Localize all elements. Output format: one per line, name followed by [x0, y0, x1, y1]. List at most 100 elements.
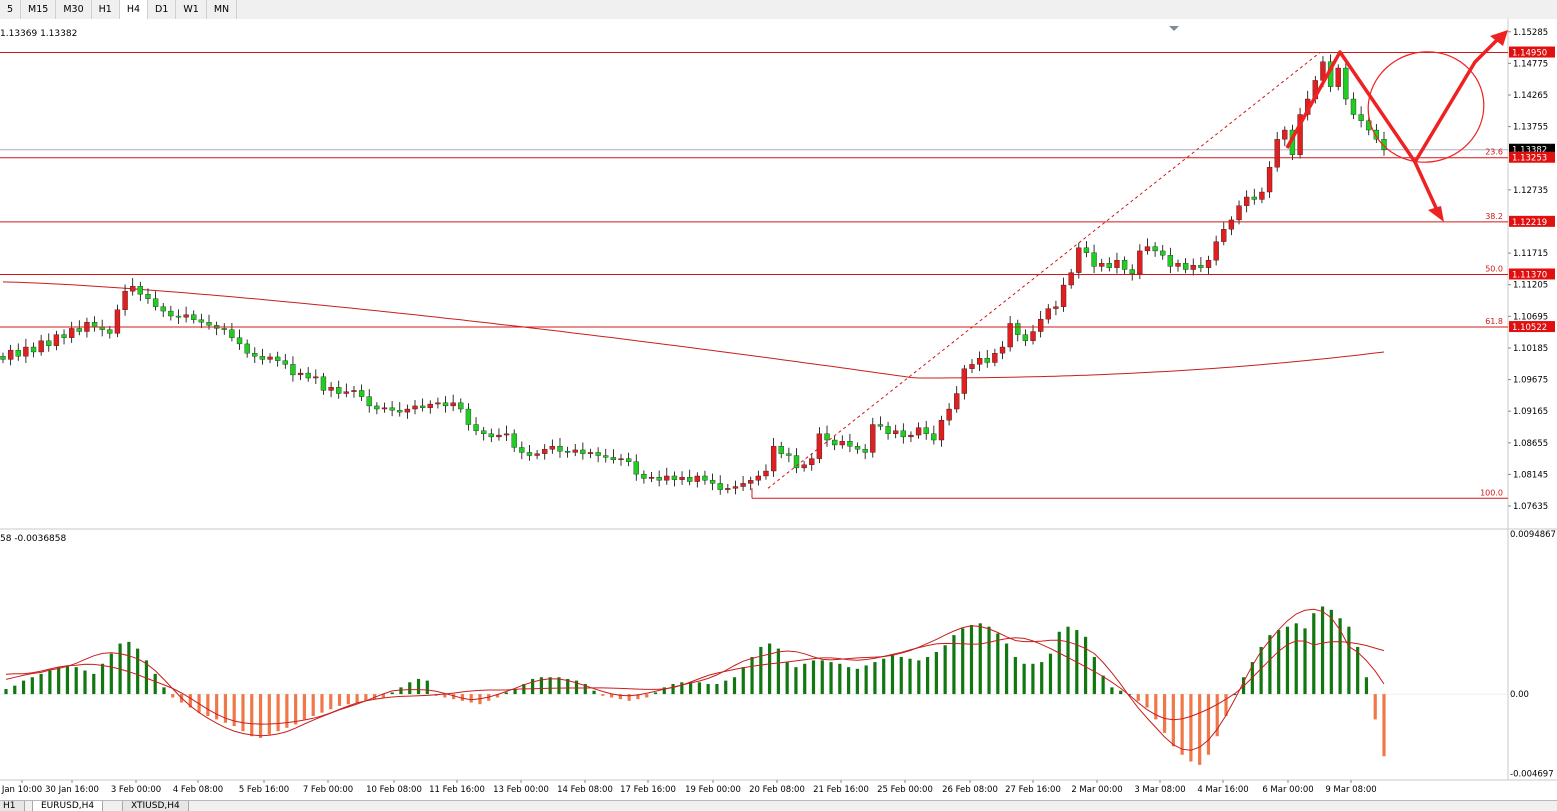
timeframe-mn-button[interactable]: MN — [207, 0, 238, 19]
candle-bull — [572, 443, 578, 457]
histogram-bar-positive — [4, 689, 8, 695]
histogram-bar-positive — [1364, 677, 1369, 695]
histogram-bar-negative — [320, 694, 324, 713]
candle-body — [1106, 263, 1112, 268]
candle-body — [168, 310, 174, 317]
price-tick-label: 1.14775 — [1513, 59, 1548, 69]
histogram-bar-positive — [548, 677, 552, 695]
timeframe-m15-button[interactable]: M15 — [21, 0, 57, 19]
candle-bear — [984, 349, 990, 368]
histogram-bar-positive — [1092, 657, 1096, 695]
histogram-bar-positive — [65, 665, 70, 695]
timeframe-h1-button[interactable]: H1 — [92, 0, 120, 19]
candle-body — [618, 458, 624, 461]
oscillator-info-line: 58 -0.0036858 — [0, 534, 67, 544]
candle-bear — [290, 356, 296, 382]
time-tick-label: 6 Mar 00:00 — [1262, 785, 1313, 795]
histogram-bar-negative — [1198, 694, 1202, 765]
candle-bull — [954, 386, 960, 413]
candle-body — [1083, 247, 1090, 253]
oscillator-tick-label: 0.00 — [1510, 690, 1529, 700]
candle-body — [175, 315, 182, 318]
histogram-bar-positive — [1031, 663, 1035, 695]
candle-bull — [961, 365, 968, 400]
candle-bull — [53, 330, 60, 351]
histogram-bar-positive — [1329, 609, 1333, 695]
candle-body — [824, 433, 830, 441]
histogram-bar-positive — [109, 653, 113, 695]
candle-bull — [69, 321, 75, 343]
histogram-bar-positive — [961, 628, 965, 695]
candle-body — [1350, 98, 1357, 115]
candle-body — [1182, 263, 1189, 270]
histogram-bar-negative — [329, 694, 333, 710]
timeframe-d1-button[interactable]: D1 — [148, 0, 177, 19]
candle-bull — [809, 453, 815, 471]
timeframe-m5-button[interactable]: 5 — [0, 0, 22, 19]
candle-bear — [923, 420, 929, 440]
histogram-bar-negative — [337, 694, 342, 706]
candle-bull — [1213, 235, 1219, 266]
tab-eurusd-h4[interactable]: EURUSD,H4 — [32, 801, 104, 811]
histogram-bar-positive — [1338, 618, 1342, 695]
candle-bull — [1205, 255, 1212, 275]
candle-bear — [442, 396, 449, 413]
candle-body — [1053, 306, 1059, 309]
histogram-bar-positive — [57, 667, 61, 695]
timeframe-toolbar: 5 M15 M30 H1 H4 D1 W1 MN — [0, 0, 1557, 20]
candle-body — [221, 328, 227, 330]
candle-bear — [1350, 92, 1357, 119]
timeframe-w1-button[interactable]: W1 — [176, 0, 207, 19]
candle-bear — [1152, 242, 1158, 257]
timeframe-m30-button[interactable]: M30 — [56, 0, 92, 19]
histogram-bar-positive — [557, 677, 561, 695]
histogram-bar-positive — [425, 680, 429, 695]
candle-body — [1038, 318, 1044, 332]
candle-bear — [610, 449, 617, 464]
price-tick-label: 1.09165 — [1513, 407, 1548, 417]
candle-body — [603, 455, 609, 458]
candle-bear — [702, 470, 708, 485]
histogram-bar-positive — [1294, 623, 1298, 695]
candle-bear — [1083, 241, 1090, 258]
candle-bear — [1091, 244, 1097, 274]
histogram-bar-positive — [943, 645, 947, 695]
time-tick-label: Jan 10:00 — [1, 785, 42, 795]
candle-body — [1259, 191, 1265, 200]
tab-h1[interactable]: H1 — [0, 801, 25, 811]
histogram-bar-positive — [1320, 606, 1325, 695]
price-chart[interactable]: 1.15285 1.14775 1.14265 1.13755 1.12735 1.117… — [0, 19, 1557, 800]
price-tick-label: 1.10185 — [1513, 344, 1548, 354]
arrow-head-down-icon — [1428, 206, 1444, 222]
candle-bear — [1160, 244, 1166, 260]
tab-xtiusd-h4[interactable]: XTIUSD,H4 — [122, 801, 189, 811]
histogram-bar-positive — [846, 667, 851, 695]
candle-body — [427, 403, 433, 408]
histogram-bar-negative — [381, 694, 386, 698]
candle-body — [435, 402, 441, 405]
candle-body — [282, 360, 288, 365]
candle-body — [1213, 241, 1219, 261]
candle-body — [938, 420, 945, 441]
candle-bull — [412, 399, 418, 415]
price-tick-label: 1.14265 — [1513, 91, 1548, 101]
candle-body — [1152, 246, 1158, 252]
chart-tabs-bar: H1 EURUSD,H4 XTIUSD,H4 — [0, 800, 1557, 811]
candle-bull — [1030, 324, 1036, 345]
candle-bear — [1182, 258, 1189, 274]
fib-price-badge — [1509, 321, 1555, 333]
candle-body — [870, 424, 876, 453]
time-tick-label: 17 Feb 16:00 — [620, 785, 676, 795]
candle-bull — [1007, 316, 1013, 352]
timeframe-h4-button[interactable]: H4 — [119, 0, 149, 19]
price-tick-label: 1.07635 — [1513, 502, 1548, 512]
fib-level-label: 100.0 — [1480, 488, 1503, 497]
histogram-bar-positive — [83, 670, 87, 695]
candle-body — [1015, 323, 1021, 335]
histogram-bar-positive — [1040, 662, 1044, 695]
candle-bear — [1358, 106, 1364, 128]
histogram-bar-negative — [241, 694, 245, 732]
candle-bear — [389, 401, 395, 417]
time-tick-label: 3 Feb 00:00 — [111, 785, 161, 795]
candle-bull — [893, 424, 899, 439]
